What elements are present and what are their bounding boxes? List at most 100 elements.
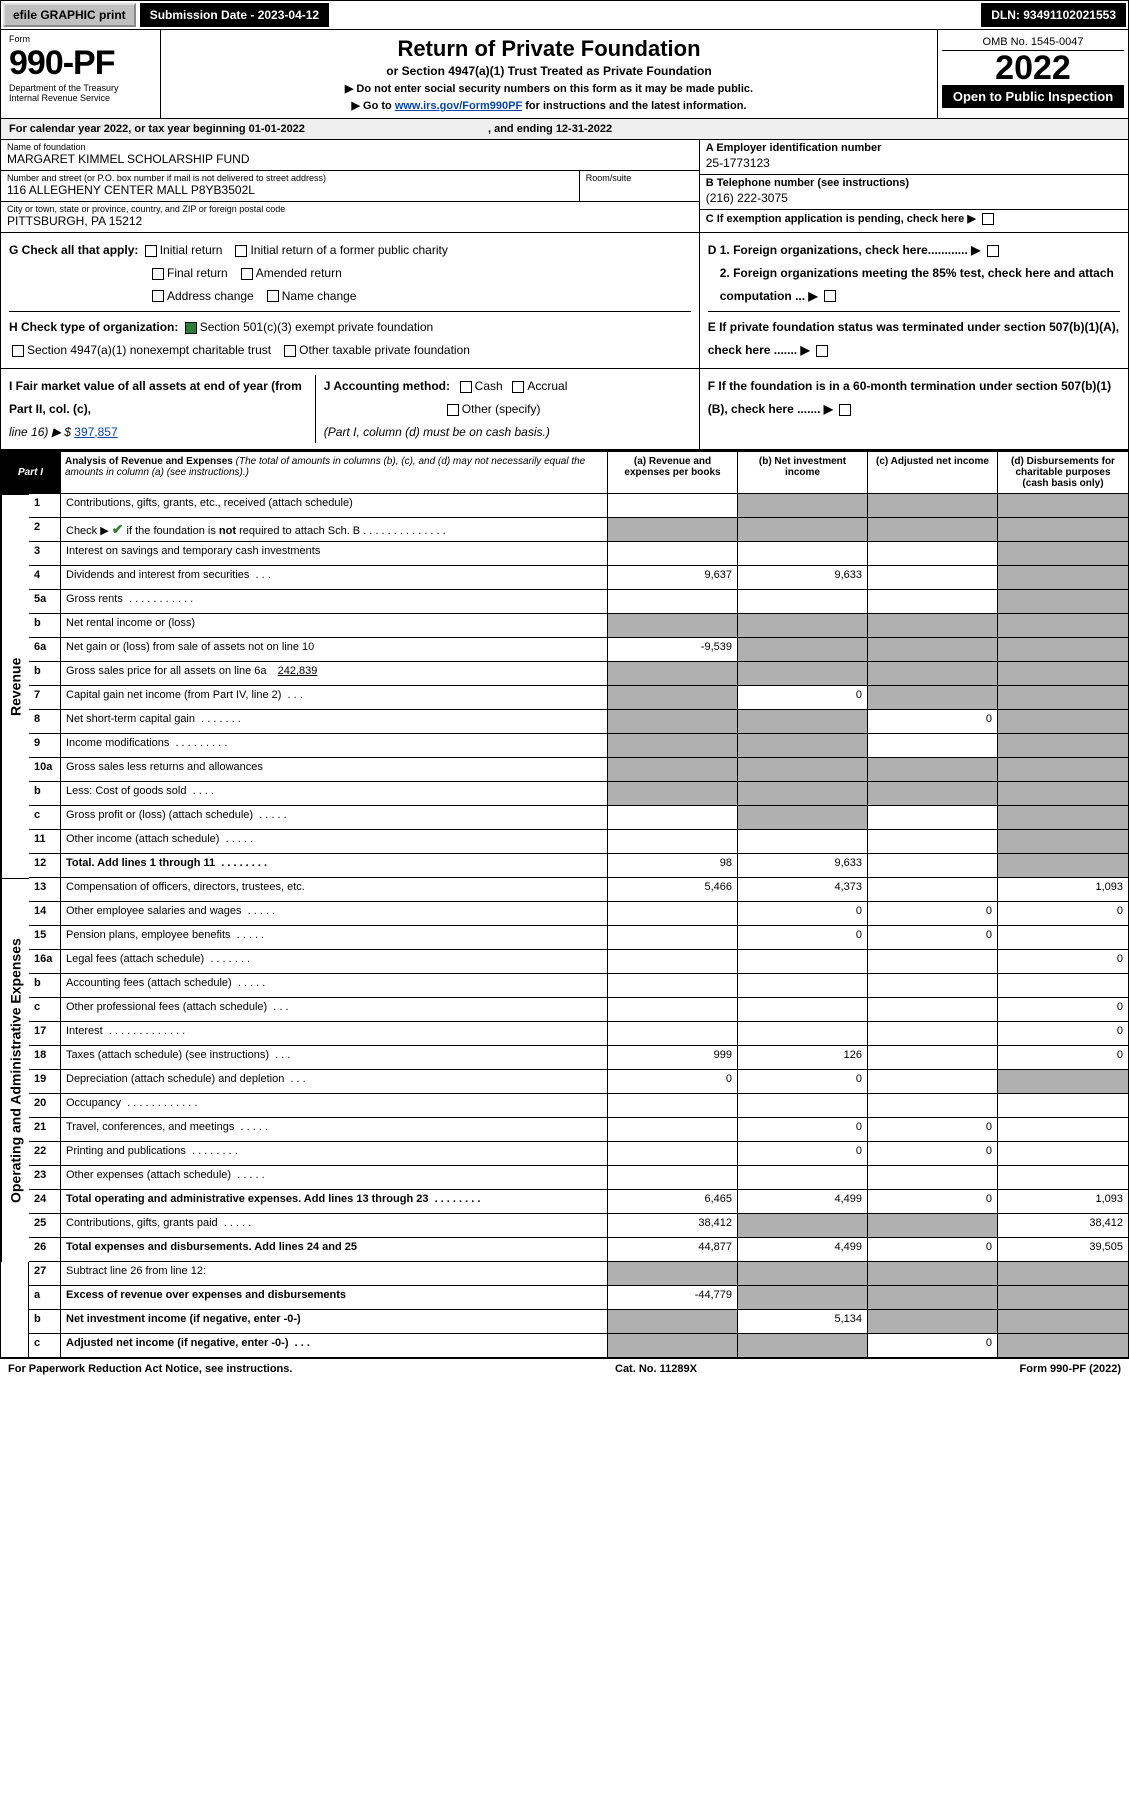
desc-10c: Gross profit or (loss) (attach schedule)… — [61, 806, 608, 830]
note-goto: ▶ Go to www.irs.gov/Form990PF for instru… — [167, 99, 931, 112]
desc-26: Total expenses and disbursements. Add li… — [61, 1238, 608, 1262]
val-15b: 0 — [738, 926, 868, 950]
ln-10a: 10a — [29, 758, 61, 782]
check-amended[interactable] — [241, 268, 253, 280]
desc-23: Other expenses (attach schedule) . . . .… — [61, 1166, 608, 1190]
val-21b: 0 — [738, 1118, 868, 1142]
note-ssn: ▶ Do not enter social security numbers o… — [167, 82, 931, 95]
check-501c3[interactable] — [185, 322, 197, 334]
ln-5a: 5a — [29, 590, 61, 614]
val-26a: 44,877 — [608, 1238, 738, 1262]
desc-21: Travel, conferences, and meetings . . . … — [61, 1118, 608, 1142]
check-e[interactable] — [816, 345, 828, 357]
section-c: C If exemption application is pending, c… — [700, 210, 1128, 227]
ln-6b: b — [29, 662, 61, 686]
val-27cc: 0 — [868, 1334, 998, 1358]
h-4947: Section 4947(a)(1) nonexempt charitable … — [27, 343, 271, 357]
form-word: Form — [9, 34, 152, 44]
desc-20: Occupancy . . . . . . . . . . . . — [61, 1094, 608, 1118]
ln-13: 13 — [29, 878, 61, 902]
j-cash: Cash — [475, 379, 503, 393]
g-name: Name change — [282, 289, 357, 303]
check-initial[interactable] — [145, 245, 157, 257]
line27-section: 27Subtract line 26 from line 12: aExcess… — [1, 1262, 1128, 1358]
check-other-tax[interactable] — [284, 345, 296, 357]
room-label: Room/suite — [580, 171, 699, 183]
city-value: PITTSBURGH, PA 15212 — [1, 214, 699, 232]
check-d2[interactable] — [824, 290, 836, 302]
check-c[interactable] — [982, 213, 994, 225]
tax-year: 2022 — [942, 51, 1124, 85]
g-initial-former: Initial return of a former public charit… — [250, 243, 447, 257]
val-27bb: 5,134 — [738, 1310, 868, 1334]
val-13a: 5,466 — [608, 878, 738, 902]
check-f[interactable] — [839, 404, 851, 416]
goto-pre: ▶ Go to — [352, 100, 395, 112]
desc-2: Check ▶ ✔ if the foundation is not requi… — [61, 518, 608, 542]
check-addrchange[interactable] — [152, 290, 164, 302]
ln-19: 19 — [29, 1070, 61, 1094]
val-25d: 38,412 — [998, 1214, 1128, 1238]
submission-date-pill: Submission Date - 2023-04-12 — [140, 3, 329, 27]
val-24b: 4,499 — [738, 1190, 868, 1214]
expenses-section: Operating and Administrative Expenses 13… — [1, 878, 1128, 1262]
check-accrual[interactable] — [512, 381, 524, 393]
desc-22: Printing and publications . . . . . . . … — [61, 1142, 608, 1166]
ln-15: 15 — [29, 926, 61, 950]
ln-5b: b — [29, 614, 61, 638]
j-note: (Part I, column (d) must be on cash basi… — [324, 425, 550, 439]
h-other: Other taxable private foundation — [299, 343, 470, 357]
ln-12: 12 — [29, 854, 61, 878]
fmv-value[interactable]: 397,857 — [74, 425, 117, 439]
ln-25: 25 — [29, 1214, 61, 1238]
val-22c: 0 — [868, 1142, 998, 1166]
desc-7: Capital gain net income (from Part IV, l… — [61, 686, 608, 710]
form-page: efile GRAPHIC print Submission Date - 20… — [0, 0, 1129, 1359]
val-22b: 0 — [738, 1142, 868, 1166]
desc-3: Interest on savings and temporary cash i… — [61, 542, 608, 566]
street-address: 116 ALLEGHENY CENTER MALL P8YB3502L — [1, 183, 579, 201]
val-25a: 38,412 — [608, 1214, 738, 1238]
val-26c: 0 — [868, 1238, 998, 1262]
val-7b: 0 — [738, 686, 868, 710]
ln-26: 26 — [29, 1238, 61, 1262]
check-final[interactable] — [152, 268, 164, 280]
checks-block: G Check all that apply: Initial return I… — [1, 233, 1128, 369]
val-19b: 0 — [738, 1070, 868, 1094]
desc-11: Other income (attach schedule) . . . . . — [61, 830, 608, 854]
check-jother[interactable] — [447, 404, 459, 416]
ln-3: 3 — [29, 542, 61, 566]
check-4947[interactable] — [12, 345, 24, 357]
check-d1[interactable] — [987, 245, 999, 257]
efile-print-button[interactable]: efile GRAPHIC print — [3, 3, 136, 27]
cat-number: Cat. No. 11289X — [615, 1363, 697, 1375]
j-other: Other (specify) — [462, 402, 541, 416]
val-4b: 9,633 — [738, 566, 868, 590]
desc-6a: Net gain or (loss) from sale of assets n… — [61, 638, 608, 662]
val-18a: 999 — [608, 1046, 738, 1070]
check-cash[interactable] — [460, 381, 472, 393]
ln-27c: c — [29, 1334, 61, 1358]
part1-tab: Part I — [1, 452, 61, 493]
val-24a: 6,465 — [608, 1190, 738, 1214]
form-header: Form 990-PF Department of the Treasury I… — [1, 30, 1128, 119]
expenses-side-label: Operating and Administrative Expenses — [1, 878, 29, 1262]
check-namechange[interactable] — [267, 290, 279, 302]
desc-19: Depreciation (attach schedule) and deple… — [61, 1070, 608, 1094]
ln-27a: a — [29, 1286, 61, 1310]
check-initial-former[interactable] — [235, 245, 247, 257]
dept-label: Department of the Treasury — [9, 83, 152, 93]
desc-24: Total operating and administrative expen… — [61, 1190, 608, 1214]
desc-16c: Other professional fees (attach schedule… — [61, 998, 608, 1022]
val-6aa: -9,539 — [608, 638, 738, 662]
desc-16b: Accounting fees (attach schedule) . . . … — [61, 974, 608, 998]
val-21c: 0 — [868, 1118, 998, 1142]
desc-8: Net short-term capital gain . . . . . . … — [61, 710, 608, 734]
ln-27b: b — [29, 1310, 61, 1334]
val-24d: 1,093 — [998, 1190, 1128, 1214]
val-12a: 98 — [608, 854, 738, 878]
val-13d: 1,093 — [998, 878, 1128, 902]
ln-22: 22 — [29, 1142, 61, 1166]
val-15c: 0 — [868, 926, 998, 950]
instructions-link[interactable]: www.irs.gov/Form990PF — [395, 100, 522, 112]
